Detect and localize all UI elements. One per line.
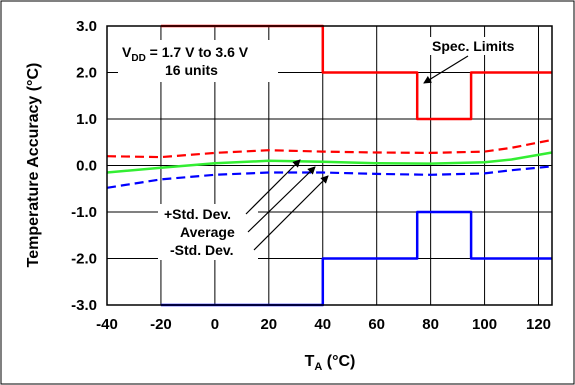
x-tick-label: 60: [368, 316, 385, 333]
x-tick-label: 100: [472, 316, 497, 333]
vdd-condition: VDD = 1.7 V to 3.6 V: [122, 44, 249, 64]
y-tick-label: 1.0: [76, 111, 97, 128]
series-average: [106, 151, 553, 174]
x-tick-label: -40: [96, 316, 118, 333]
x-tick-label: 120: [526, 316, 551, 333]
x-tick-label: 40: [314, 316, 331, 333]
series-spec-lower: [160, 210, 552, 307]
std-labels-bg: [158, 204, 258, 260]
x-tick-label: -20: [150, 316, 172, 333]
series-plus-std: [106, 138, 553, 159]
y-tick-label: 0.0: [76, 158, 97, 175]
x-tick-label: 0: [211, 316, 219, 333]
average-arrow: [247, 166, 316, 233]
series-group: [106, 24, 553, 307]
average-label: Average: [180, 224, 235, 240]
conditions-box: [118, 40, 278, 82]
series-minus-std: [106, 165, 553, 189]
y-tick-label: -2.0: [71, 251, 97, 268]
minus-std-arrow: [253, 175, 329, 251]
y-tick-labels: 3.0 2.0 1.0 0.0 -1.0 -2.0 -3.0: [71, 18, 97, 314]
y-axis-title: Temperature Accuracy (°C): [25, 63, 42, 268]
plot-frame: [106, 25, 553, 306]
x-axis-title: TA (°C): [305, 353, 356, 373]
spec-limits-label: Spec. Limits: [432, 38, 515, 54]
y-tick-label: 2.0: [76, 65, 97, 82]
plus-std-arrow: [245, 159, 301, 215]
spec-limits-label-bg: [428, 37, 530, 55]
plus-std-label: +Std. Dev.: [164, 206, 231, 222]
x-tick-label: 80: [422, 316, 439, 333]
y-tick-label: -1.0: [71, 204, 97, 221]
series-spec-upper: [160, 24, 552, 121]
y-tick-label: -3.0: [71, 297, 97, 314]
y-tick-label: 3.0: [76, 18, 97, 35]
x-tick-label: 20: [260, 316, 277, 333]
units-condition: 16 units: [165, 62, 218, 78]
spec-limits-arrow: [423, 55, 469, 84]
minus-std-label: -Std. Dev.: [170, 242, 234, 258]
x-tick-labels: -40 -20 0 20 40 60 80 100 120: [96, 316, 551, 333]
